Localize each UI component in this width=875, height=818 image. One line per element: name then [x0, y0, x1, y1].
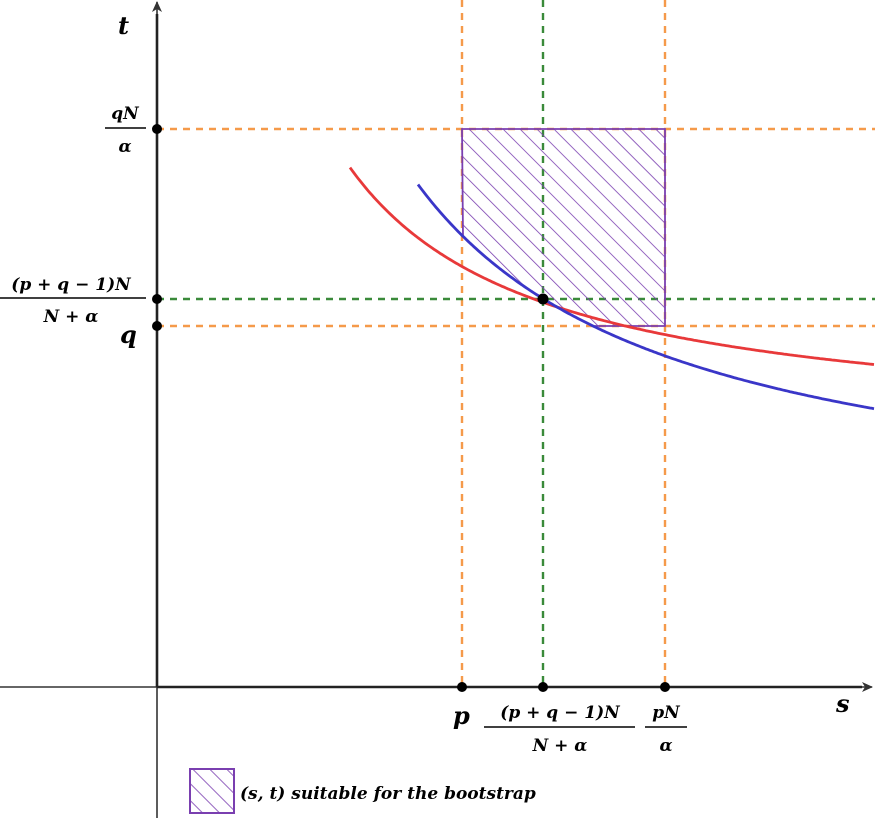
point-x-mid — [538, 682, 548, 692]
x-tick-pN-alpha: pN α — [645, 703, 687, 756]
y-axis-label: t — [118, 11, 129, 40]
red-curve — [348, 166, 875, 366]
y-tick-mid: (p + q − 1)N N + α — [0, 275, 146, 327]
x-tick-mid: (p + q − 1)N N + α — [484, 703, 635, 756]
y-tick-q: q — [120, 320, 137, 349]
point-x-pN-alpha — [660, 682, 670, 692]
legend-swatch — [189, 768, 235, 814]
y-tick-qN-alpha-num: qN — [111, 104, 140, 124]
y-tick-mid-num: (p + q − 1)N — [11, 275, 132, 295]
x-tick-pN-alpha-den: α — [659, 736, 672, 756]
x-tick-mid-num: (p + q − 1)N — [500, 703, 621, 723]
legend-text: (s, t) suitable for the bootstrap — [240, 784, 536, 804]
point-y-qN-alpha — [152, 124, 162, 134]
point-x-p — [457, 682, 467, 692]
point-y-mid — [152, 294, 162, 304]
y-tick-qN-alpha-den: α — [118, 137, 131, 157]
x-tick-pN-alpha-num: pN — [652, 703, 681, 723]
y-tick-mid-den: N + α — [43, 307, 99, 327]
y-tick-qN-alpha: qN α — [105, 104, 146, 157]
blue-curve — [416, 183, 875, 411]
legend: (s, t) suitable for the bootstrap — [189, 768, 536, 814]
x-tick-mid-den: N + α — [532, 736, 588, 756]
points — [152, 124, 670, 692]
intersection-point — [537, 293, 549, 305]
guide-lines — [157, 0, 875, 687]
x-tick-p: p — [453, 701, 470, 730]
x-axis-label: s — [835, 689, 850, 718]
point-y-q — [152, 321, 162, 331]
